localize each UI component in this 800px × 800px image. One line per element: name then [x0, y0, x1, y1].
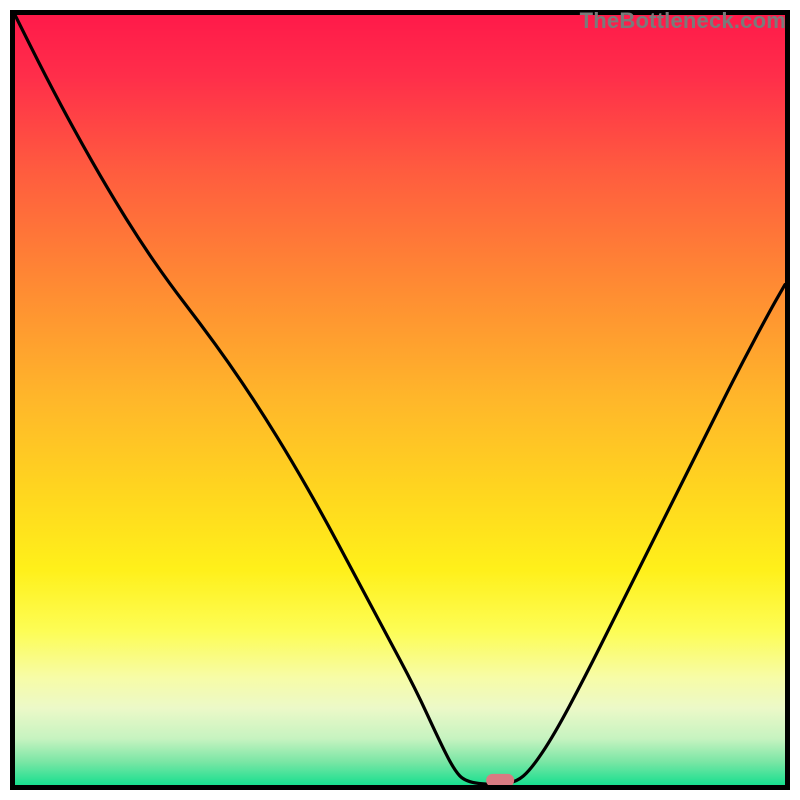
curve-layer — [15, 15, 785, 785]
bottleneck-curve — [15, 15, 785, 784]
chart-container: TheBottleneck.com — [0, 0, 800, 800]
optimal-marker — [486, 774, 514, 786]
plot-area — [10, 10, 790, 790]
watermark-text: TheBottleneck.com — [580, 8, 786, 34]
